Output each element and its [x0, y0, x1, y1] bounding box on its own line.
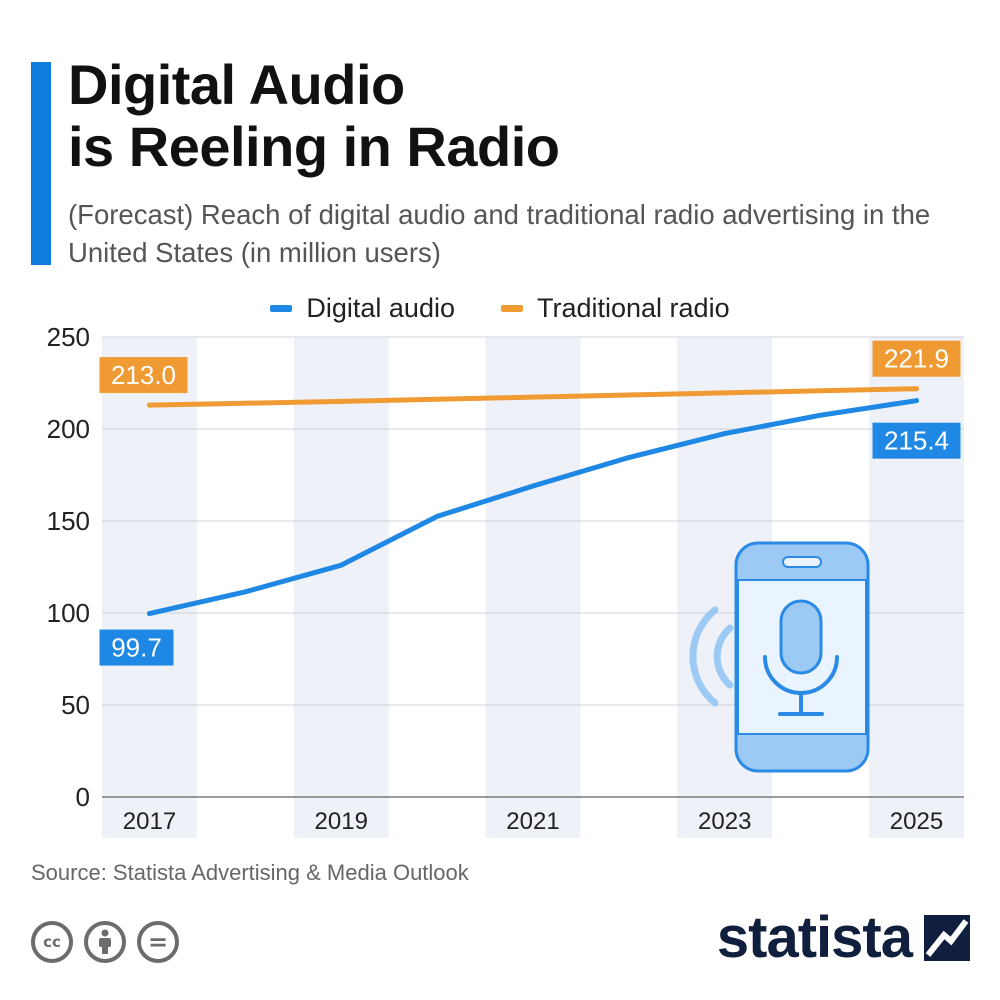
cc-icon-text: cc — [43, 933, 61, 951]
legend-swatch-digital-audio — [270, 304, 293, 312]
sound-wave-outer — [689, 606, 719, 707]
attribution-icon[interactable] — [84, 921, 126, 963]
statista-logo[interactable]: statista — [717, 908, 970, 968]
data-point-digital-audio-2020 — [434, 513, 440, 519]
data-point-digital-audio-2023 — [722, 431, 728, 437]
data-point-digital-audio-2024 — [818, 412, 824, 418]
year-band-2025 — [869, 337, 964, 838]
data-label-box — [872, 422, 961, 459]
year-band-2017 — [102, 337, 197, 838]
no-derivatives-icon[interactable]: = — [137, 921, 179, 963]
chart-subtitle: (Forecast) Reach of digital audio and tr… — [68, 199, 931, 268]
chart-title-line2: is Reeling in Radio — [68, 115, 560, 178]
y-tick-label-50: 50 — [61, 690, 90, 720]
x-tick-label-2025: 2025 — [890, 808, 943, 835]
licence-icons: cc = — [31, 921, 179, 963]
data-point-traditional-radio-2023 — [722, 390, 728, 396]
legend: Digital audio Traditional radio — [0, 290, 1000, 326]
accent-bar — [31, 62, 51, 265]
data-point-digital-audio-2017 — [147, 611, 152, 617]
y-tick-label-150: 150 — [47, 506, 90, 536]
data-point-traditional-radio-2024 — [818, 388, 824, 394]
y-tick-label-0: 0 — [76, 782, 90, 812]
data-label-digital-audio-2017: 99.7 — [99, 629, 174, 666]
data-point-traditional-radio-2022 — [626, 392, 632, 398]
data-label-digital-audio-2025: 215.4 — [872, 422, 961, 459]
chart-title-line1: Digital Audio — [68, 53, 405, 116]
data-point-digital-audio-2019 — [338, 562, 344, 568]
data-label-traditional-radio-2025: 221.9 — [872, 340, 961, 377]
data-point-traditional-radio-2021 — [530, 394, 536, 400]
data-point-digital-audio-2018 — [242, 589, 248, 595]
nd-icon-text: = — [147, 928, 169, 956]
statista-logo-icon — [924, 915, 970, 961]
data-label-text: 213.0 — [111, 360, 176, 390]
legend-label-traditional-radio: Traditional radio — [536, 292, 730, 323]
cc-icon[interactable]: cc — [31, 921, 73, 963]
year-band-2019 — [293, 337, 389, 838]
legend-item-digital-audio: Digital audio — [270, 293, 455, 324]
source-note: Source: Statista Advertising & Media Out… — [31, 860, 469, 885]
x-tick-label-2017: 2017 — [123, 808, 176, 835]
y-tick-label-100: 100 — [47, 598, 90, 628]
data-point-traditional-radio-2025 — [914, 386, 919, 392]
y-tick-label-200: 200 — [47, 414, 90, 444]
chart-title: Digital Audio is Reeling in Radio — [68, 54, 948, 178]
data-point-digital-audio-2025 — [914, 398, 919, 404]
data-label-box — [99, 629, 174, 666]
data-point-traditional-radio-2020 — [434, 396, 440, 402]
data-label-text: 99.7 — [111, 633, 162, 663]
data-label-text: 215.4 — [884, 426, 949, 456]
legend-item-traditional-radio: Traditional radio — [500, 292, 730, 324]
data-label-text: 221.9 — [884, 344, 949, 374]
x-tick-label-2023: 2023 — [698, 808, 751, 835]
microphone-holder — [763, 655, 839, 695]
data-point-digital-audio-2022 — [626, 455, 632, 461]
phone-speaker — [782, 556, 822, 568]
statista-wordmark: statista — [716, 905, 913, 970]
legend-label-digital-audio: Digital audio — [306, 292, 455, 323]
data-label-box — [872, 340, 961, 377]
legend-swatch-traditional-radio — [500, 304, 523, 312]
x-tick-label-2021: 2021 — [506, 808, 559, 835]
data-point-traditional-radio-2018 — [242, 400, 248, 406]
attribution-person-glyph — [99, 929, 111, 954]
data-label-box — [99, 357, 188, 394]
data-point-traditional-radio-2017 — [147, 402, 152, 408]
sound-wave-inner — [713, 624, 734, 689]
phone-microphone-illustration — [689, 541, 870, 773]
x-tick-label-2019: 2019 — [315, 808, 368, 835]
data-label-traditional-radio-2017: 213.0 — [99, 357, 188, 394]
data-point-traditional-radio-2019 — [338, 398, 344, 404]
microphone-head — [779, 599, 823, 675]
y-tick-label-250: 250 — [47, 322, 90, 352]
data-point-digital-audio-2021 — [530, 483, 536, 489]
year-band-2021 — [485, 337, 581, 838]
